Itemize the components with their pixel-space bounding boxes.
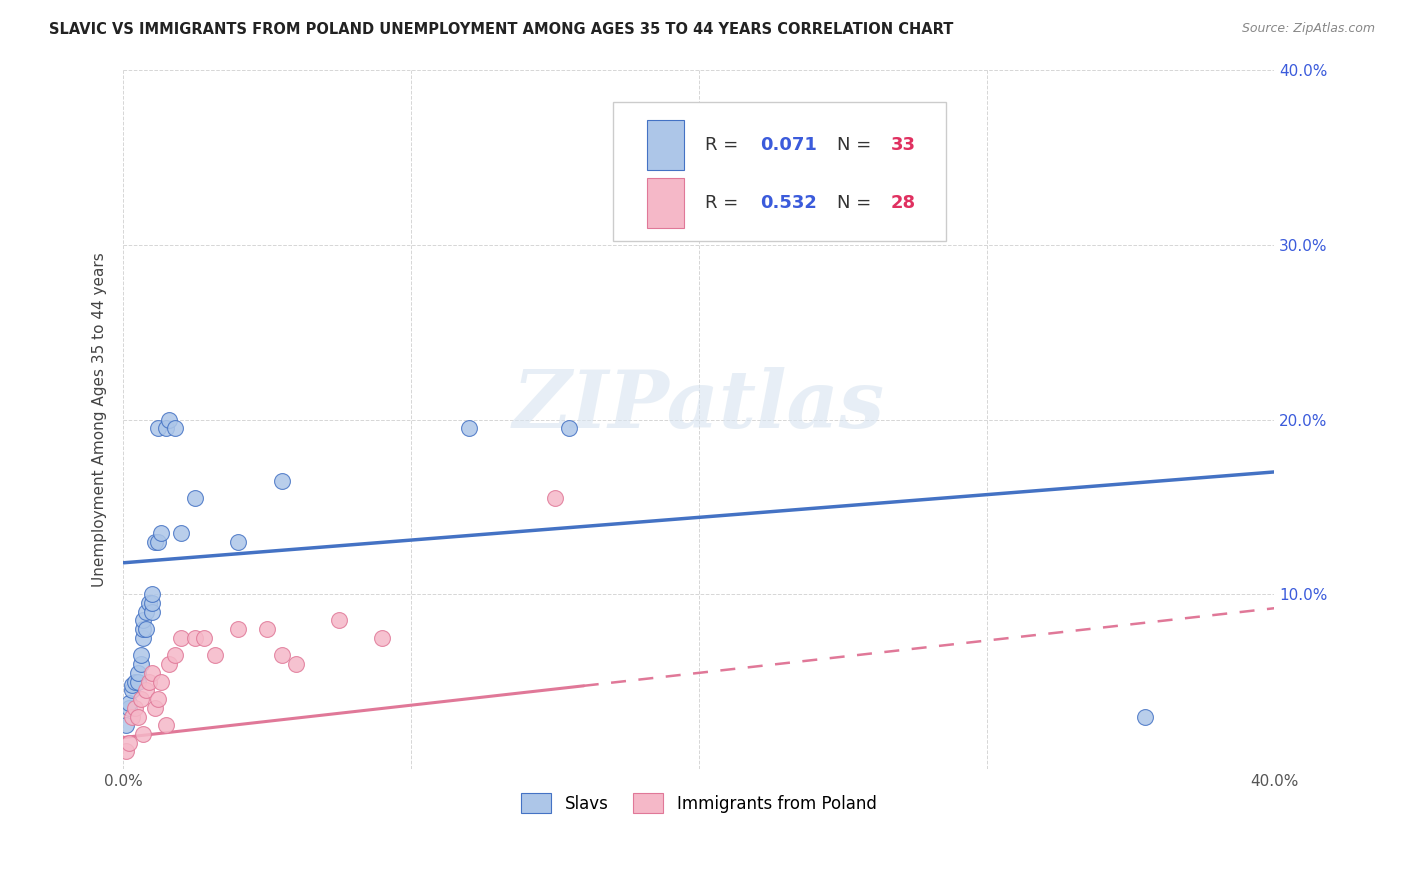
- Point: [328, 614, 350, 628]
- Point: [165, 648, 187, 663]
- Point: [146, 692, 169, 706]
- Text: 28: 28: [891, 194, 917, 212]
- Point: [141, 587, 163, 601]
- Point: [193, 631, 215, 645]
- Point: [135, 605, 157, 619]
- Text: N =: N =: [837, 136, 877, 153]
- FancyBboxPatch shape: [647, 178, 683, 228]
- Point: [135, 683, 157, 698]
- Point: [141, 665, 163, 680]
- Point: [132, 614, 155, 628]
- Point: [149, 674, 172, 689]
- Point: [170, 631, 193, 645]
- Point: [228, 622, 250, 636]
- Point: [115, 718, 138, 732]
- Point: [138, 674, 160, 689]
- Point: [124, 674, 146, 689]
- Point: [138, 596, 160, 610]
- Y-axis label: Unemployment Among Ages 35 to 44 years: Unemployment Among Ages 35 to 44 years: [93, 252, 107, 587]
- Point: [132, 622, 155, 636]
- Point: [204, 648, 226, 663]
- Point: [121, 678, 143, 692]
- Text: 0.532: 0.532: [759, 194, 817, 212]
- Point: [141, 605, 163, 619]
- Text: R =: R =: [704, 194, 744, 212]
- Point: [184, 491, 207, 505]
- Point: [143, 534, 166, 549]
- Point: [135, 622, 157, 636]
- Text: 33: 33: [891, 136, 917, 153]
- Point: [157, 412, 180, 426]
- Legend: Slavs, Immigrants from Poland: Slavs, Immigrants from Poland: [515, 787, 883, 820]
- Point: [132, 727, 155, 741]
- Text: N =: N =: [837, 194, 877, 212]
- Point: [132, 631, 155, 645]
- Point: [256, 622, 278, 636]
- Point: [115, 744, 138, 758]
- FancyBboxPatch shape: [647, 120, 683, 170]
- Point: [149, 526, 172, 541]
- Point: [165, 421, 187, 435]
- Point: [170, 526, 193, 541]
- Point: [127, 709, 149, 723]
- Point: [141, 596, 163, 610]
- Point: [146, 534, 169, 549]
- Point: [146, 421, 169, 435]
- Point: [129, 657, 152, 672]
- Text: SLAVIC VS IMMIGRANTS FROM POLAND UNEMPLOYMENT AMONG AGES 35 TO 44 YEARS CORRELAT: SLAVIC VS IMMIGRANTS FROM POLAND UNEMPLO…: [49, 22, 953, 37]
- Point: [118, 696, 141, 710]
- Point: [558, 421, 581, 435]
- Point: [118, 736, 141, 750]
- Point: [157, 657, 180, 672]
- Point: [270, 474, 292, 488]
- Text: R =: R =: [704, 136, 744, 153]
- Point: [124, 701, 146, 715]
- Point: [371, 631, 394, 645]
- Point: [270, 648, 292, 663]
- Point: [129, 648, 152, 663]
- Point: [1133, 709, 1156, 723]
- Point: [127, 674, 149, 689]
- Point: [284, 657, 307, 672]
- FancyBboxPatch shape: [613, 102, 946, 242]
- Point: [155, 421, 177, 435]
- Text: 0.071: 0.071: [759, 136, 817, 153]
- Point: [184, 631, 207, 645]
- Point: [544, 491, 567, 505]
- Point: [127, 665, 149, 680]
- Point: [121, 683, 143, 698]
- Point: [121, 709, 143, 723]
- Point: [143, 701, 166, 715]
- Text: ZIPatlas: ZIPatlas: [513, 367, 884, 444]
- Text: Source: ZipAtlas.com: Source: ZipAtlas.com: [1241, 22, 1375, 36]
- Point: [118, 701, 141, 715]
- Point: [155, 718, 177, 732]
- Point: [457, 421, 479, 435]
- Point: [228, 534, 250, 549]
- Point: [129, 692, 152, 706]
